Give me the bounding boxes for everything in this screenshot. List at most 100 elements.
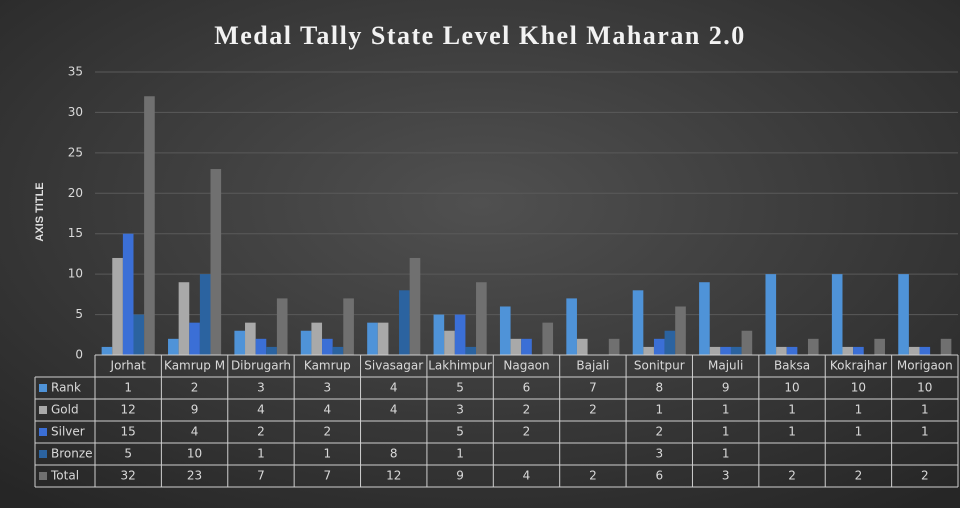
bar — [776, 346, 787, 355]
table-value: 2 — [589, 403, 597, 417]
table-value: 1 — [722, 425, 730, 439]
table-value: 2 — [257, 425, 265, 439]
bar — [255, 338, 267, 355]
table-value: 1 — [921, 425, 929, 439]
y-tick-label: 25 — [68, 145, 83, 159]
bar — [332, 346, 344, 355]
bar — [234, 330, 246, 355]
bar — [433, 314, 445, 355]
bar — [409, 257, 421, 355]
bar — [643, 346, 654, 355]
bar — [454, 314, 466, 355]
y-tick-label: 30 — [68, 105, 83, 119]
bar — [874, 338, 885, 355]
bar — [189, 322, 200, 355]
bar — [377, 322, 389, 355]
bar — [465, 346, 477, 355]
bar — [664, 330, 676, 355]
bar — [709, 346, 721, 355]
bar — [245, 322, 256, 355]
table-value: 2 — [589, 469, 597, 483]
table-value: 6 — [655, 469, 663, 483]
table-value: 23 — [187, 469, 202, 483]
bar — [521, 338, 532, 355]
table-value: 15 — [121, 425, 136, 439]
table-value: 3 — [257, 381, 265, 395]
table-value: 4 — [523, 469, 531, 483]
bar — [919, 346, 931, 355]
bar — [608, 338, 620, 355]
table-value: 7 — [324, 469, 332, 483]
table-value: 10 — [917, 381, 932, 395]
table-value: 12 — [121, 403, 136, 417]
x-tick-label: Sonitpur — [634, 359, 685, 373]
bar — [653, 338, 665, 355]
bar — [940, 338, 952, 355]
legend-label: Silver — [51, 425, 85, 439]
bar — [576, 338, 588, 355]
table-value: 7 — [257, 469, 265, 483]
bar — [322, 338, 333, 355]
table-value: 8 — [655, 381, 663, 395]
bar — [720, 346, 731, 355]
bar — [199, 274, 211, 355]
bar — [444, 330, 455, 355]
bar — [898, 274, 909, 355]
table-value: 10 — [187, 447, 202, 461]
table-value: 1 — [921, 403, 929, 417]
table-value: 2 — [788, 469, 796, 483]
table-value: 5 — [456, 381, 464, 395]
y-tick-label: 5 — [75, 307, 83, 321]
table-value: 4 — [324, 403, 332, 417]
table-value: 4 — [257, 403, 265, 417]
bar — [210, 169, 222, 355]
bar — [499, 306, 511, 355]
table-value: 9 — [191, 403, 199, 417]
bar — [842, 346, 854, 355]
bar — [807, 338, 819, 355]
table-value: 2 — [523, 425, 531, 439]
y-tick-label: 35 — [68, 65, 83, 79]
bar — [510, 338, 522, 355]
bar — [367, 322, 378, 355]
bar — [399, 290, 410, 355]
x-tick-label: Nagaon — [503, 359, 549, 373]
bar — [632, 290, 644, 355]
table-value: 3 — [655, 447, 663, 461]
table-value: 9 — [456, 469, 464, 483]
legend-swatch — [39, 428, 47, 436]
table-value: 2 — [855, 469, 863, 483]
bar — [276, 298, 288, 355]
table-value: 12 — [386, 469, 401, 483]
table-value: 6 — [523, 381, 531, 395]
bar — [101, 346, 113, 355]
bar — [266, 346, 277, 355]
legend-swatch — [39, 450, 47, 458]
table-value: 2 — [655, 425, 663, 439]
table-value: 4 — [390, 381, 398, 395]
table-value: 3 — [324, 381, 332, 395]
table-value: 1 — [722, 403, 730, 417]
x-tick-label: Kamrup — [304, 359, 351, 373]
bar — [699, 282, 710, 355]
legend-swatch — [39, 406, 47, 414]
bar — [542, 322, 554, 355]
x-tick-label: Dibrugarh — [231, 359, 291, 373]
legend-label: Total — [50, 469, 79, 483]
table-value: 1 — [855, 403, 863, 417]
table-value: 1 — [324, 447, 332, 461]
x-tick-label: Bajali — [576, 359, 609, 373]
y-axis-title: AXIS TITLE — [34, 182, 46, 241]
y-tick-label: 0 — [75, 348, 83, 362]
legend-swatch — [39, 472, 47, 480]
x-tick-label: Baksa — [774, 359, 810, 373]
bar — [112, 257, 123, 355]
bar — [730, 346, 742, 355]
table-value: 1 — [788, 425, 796, 439]
table-value: 1 — [722, 447, 730, 461]
bar — [343, 298, 354, 355]
table-value: 7 — [589, 381, 597, 395]
table-value: 5 — [124, 447, 132, 461]
bar — [144, 96, 155, 355]
table-value: 32 — [121, 469, 136, 483]
